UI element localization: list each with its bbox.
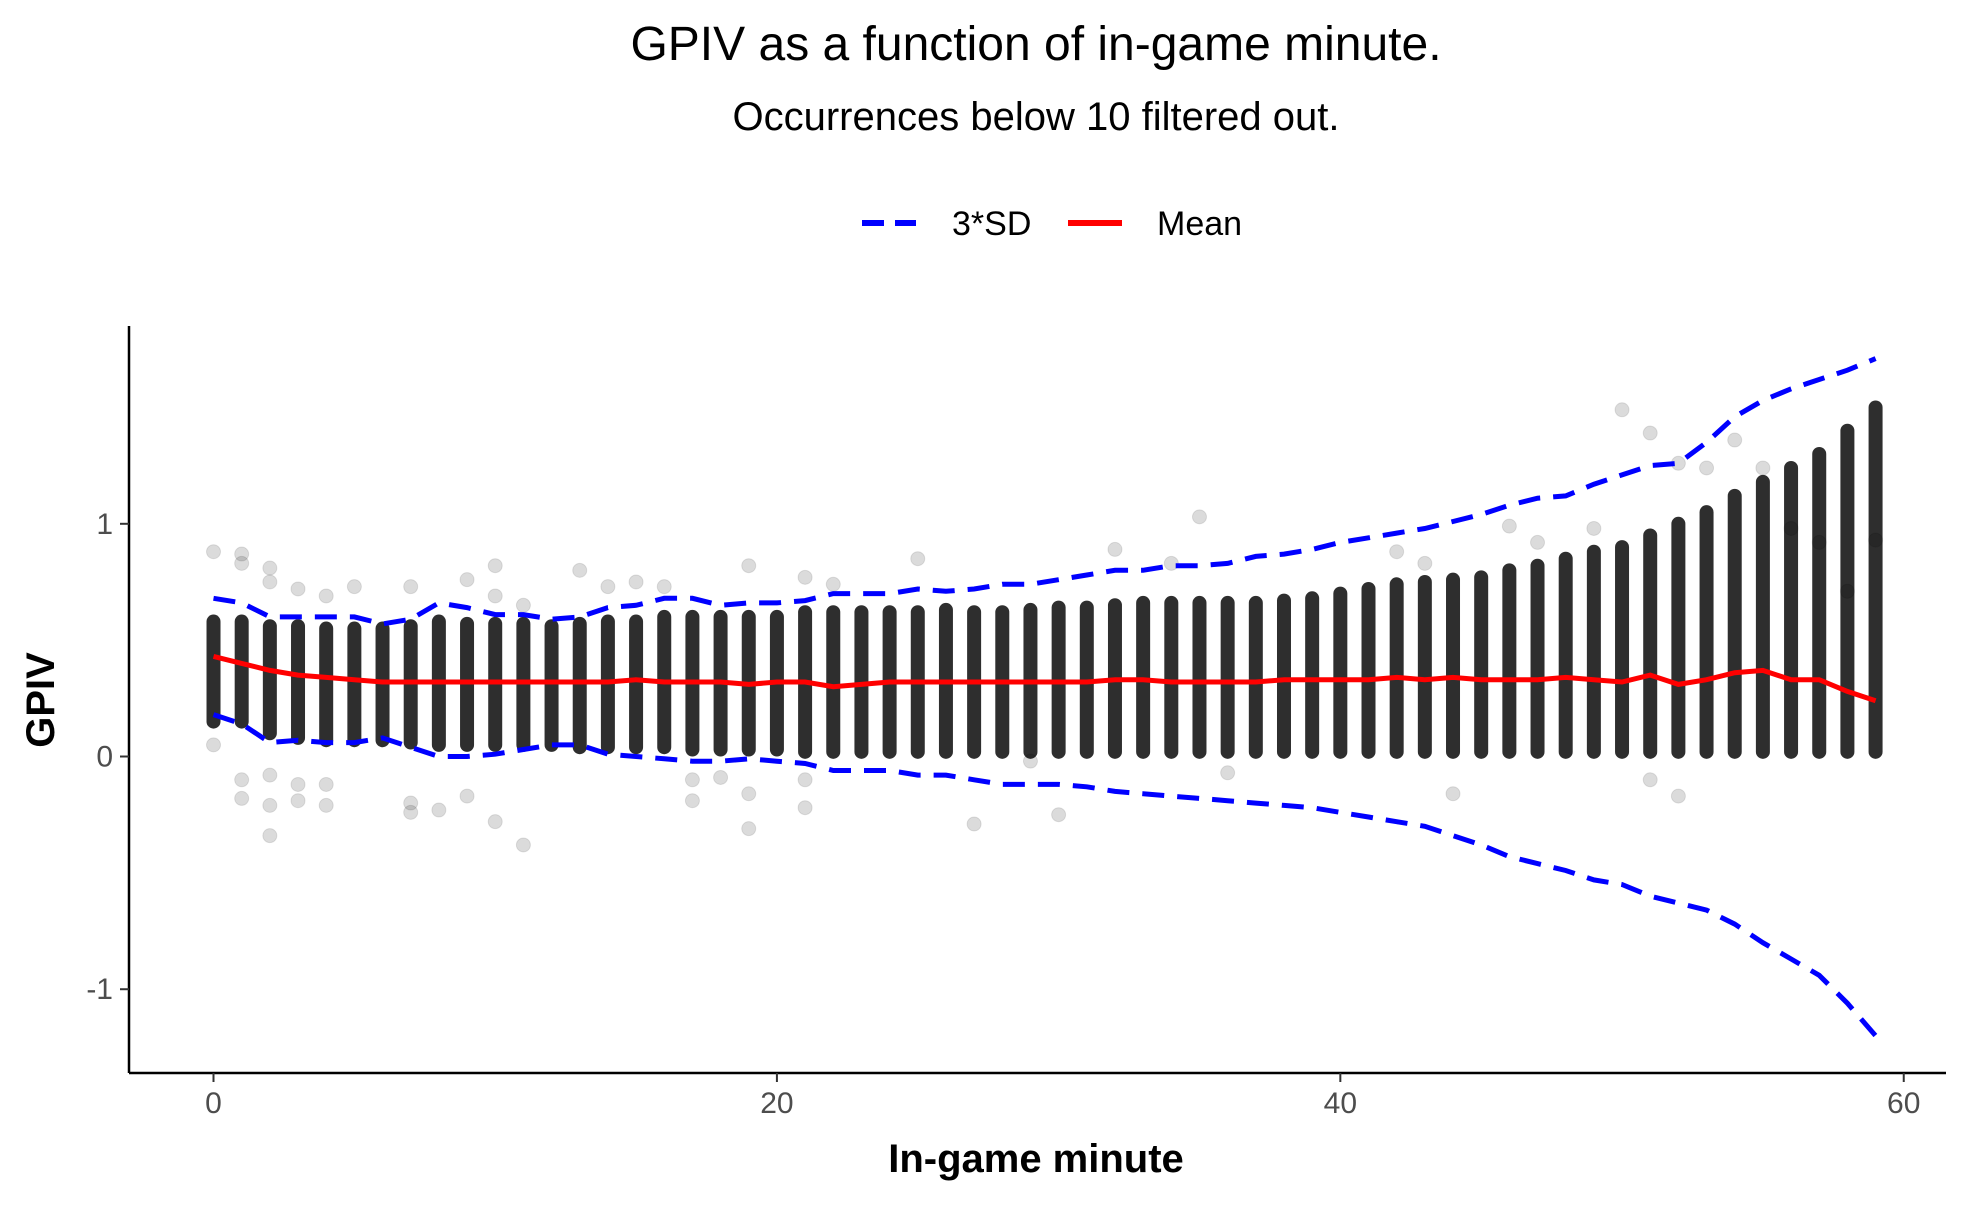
data-point: [1220, 765, 1236, 781]
data-point: [206, 737, 222, 753]
data-point: [487, 558, 503, 574]
data-point: [1022, 753, 1038, 769]
data-point: [1586, 520, 1602, 536]
data-point: [741, 558, 757, 574]
data-point: [1051, 807, 1067, 823]
data-point: [1445, 786, 1461, 802]
chart-subtitle: Occurrences below 10 filtered out.: [733, 95, 1340, 139]
data-point: [1417, 555, 1433, 571]
data-point: [1811, 534, 1827, 550]
data-point: [797, 772, 813, 788]
data-point: [290, 776, 306, 792]
data-point: [290, 793, 306, 809]
data-point: [684, 793, 700, 809]
y-tick-label: 0: [96, 741, 113, 774]
data-point: [515, 837, 531, 853]
data-point: [572, 562, 588, 578]
data-point: [1755, 460, 1771, 476]
data-point: [600, 579, 616, 595]
data-point: [910, 551, 926, 567]
x-axis-title: In-game minute: [888, 1137, 1184, 1181]
data-point: [966, 816, 982, 832]
data-point: [318, 797, 334, 813]
data-point: [234, 772, 250, 788]
data-point: [403, 804, 419, 820]
legend-label-sd: 3*SD: [952, 205, 1031, 243]
data-point: [318, 776, 334, 792]
data-point: [206, 544, 222, 560]
data-point: [713, 769, 729, 785]
legend-label-mean: Mean: [1157, 205, 1242, 243]
data-point: [403, 579, 419, 595]
x-tick-label: 0: [205, 1087, 222, 1120]
data-point: [487, 814, 503, 830]
data-point: [515, 597, 531, 613]
data-point: [234, 790, 250, 806]
sd-lower-line: [212, 712, 1878, 1038]
data-point: [290, 581, 306, 597]
data-point: [1868, 532, 1884, 548]
data-point: [459, 572, 475, 588]
data-point: [1530, 534, 1546, 550]
data-point: [234, 555, 250, 571]
data-point: [1614, 402, 1630, 418]
data-point: [741, 786, 757, 802]
data-point: [741, 821, 757, 837]
data-point: [346, 579, 362, 595]
data-point: [262, 828, 278, 844]
legend: 3*SD Mean: [862, 205, 1242, 243]
data-point: [656, 579, 672, 595]
data-point: [1389, 544, 1405, 560]
x-tick-label: 20: [760, 1087, 793, 1120]
data-point: [1642, 772, 1658, 788]
data-point: [234, 546, 250, 562]
data-point: [1670, 788, 1686, 804]
data-point: [628, 574, 644, 590]
data-point: [431, 802, 447, 818]
x-tick-label: 40: [1324, 1087, 1357, 1120]
data-point: [684, 772, 700, 788]
y-axis-title: GPIV: [19, 652, 63, 748]
data-point: [262, 797, 278, 813]
data-point: [1191, 509, 1207, 525]
data-point: [825, 576, 841, 592]
data-point: [262, 574, 278, 590]
mean-line: [212, 653, 1877, 704]
data-point: [262, 767, 278, 783]
data-point: [1107, 541, 1123, 557]
data-point: [487, 588, 503, 604]
data-point: [1839, 583, 1855, 599]
data-point: [1501, 518, 1517, 534]
data-point: [262, 560, 278, 576]
data-point: [318, 588, 334, 604]
ticks-layer: 0 20 40 60 -1 0 1: [86, 508, 1920, 1120]
data-point: [1727, 432, 1743, 448]
data-point: [1783, 520, 1799, 536]
data-point: [459, 788, 475, 804]
data-point: [1642, 425, 1658, 441]
x-tick-label: 60: [1887, 1087, 1920, 1120]
y-tick-label: 1: [96, 508, 113, 541]
sd-upper-line: [213, 356, 1877, 627]
data-point: [403, 795, 419, 811]
data-point: [1699, 460, 1715, 476]
data-point: [797, 569, 813, 585]
chart-title: GPIV as a function of in-game minute.: [630, 18, 1441, 71]
lines-layer: [212, 356, 1878, 1038]
data-point: [797, 800, 813, 816]
y-tick-label: -1: [86, 973, 113, 1006]
